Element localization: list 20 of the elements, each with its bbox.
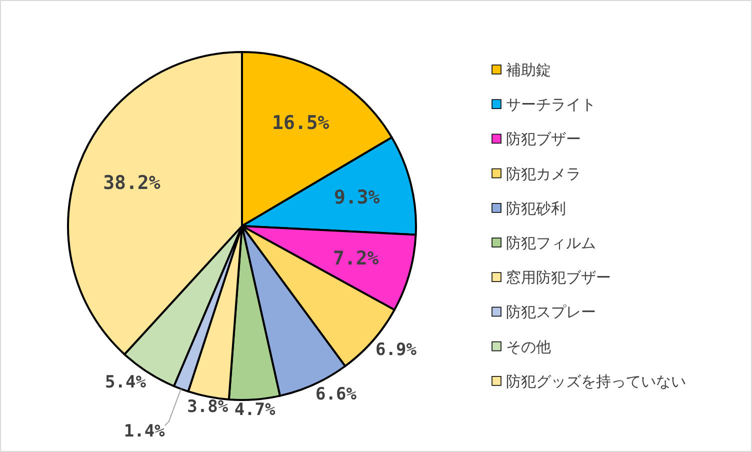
legend-label: 防犯カメラ [506, 164, 581, 183]
legend-label: 防犯砂利 [506, 199, 566, 218]
data-label: 4.7% [234, 400, 276, 420]
data-label: 6.6% [316, 384, 358, 405]
data-label: 38.2% [103, 172, 161, 194]
data-label: 5.4% [105, 372, 147, 392]
legend-label: その他 [506, 338, 551, 356]
data-label: 1.4% [124, 422, 166, 442]
legend-label: 補助錠 [506, 61, 551, 79]
legend-label: 防犯グッズを持っていない [506, 372, 686, 390]
data-label: 7.2% [332, 247, 380, 270]
legend-label: 防犯スプレー [506, 303, 596, 322]
legend-label: 防犯フィルム [506, 234, 596, 252]
data-label: 16.5% [272, 112, 330, 134]
legend-label: 防犯ブザー [506, 130, 581, 148]
data-label: 9.3% [334, 186, 380, 209]
legend-label: 窓用防犯ブザー [506, 268, 611, 287]
legend-label: サーチライト [506, 96, 596, 114]
data-label: 3.8% [187, 397, 229, 418]
data-label: 6.9% [376, 340, 418, 360]
